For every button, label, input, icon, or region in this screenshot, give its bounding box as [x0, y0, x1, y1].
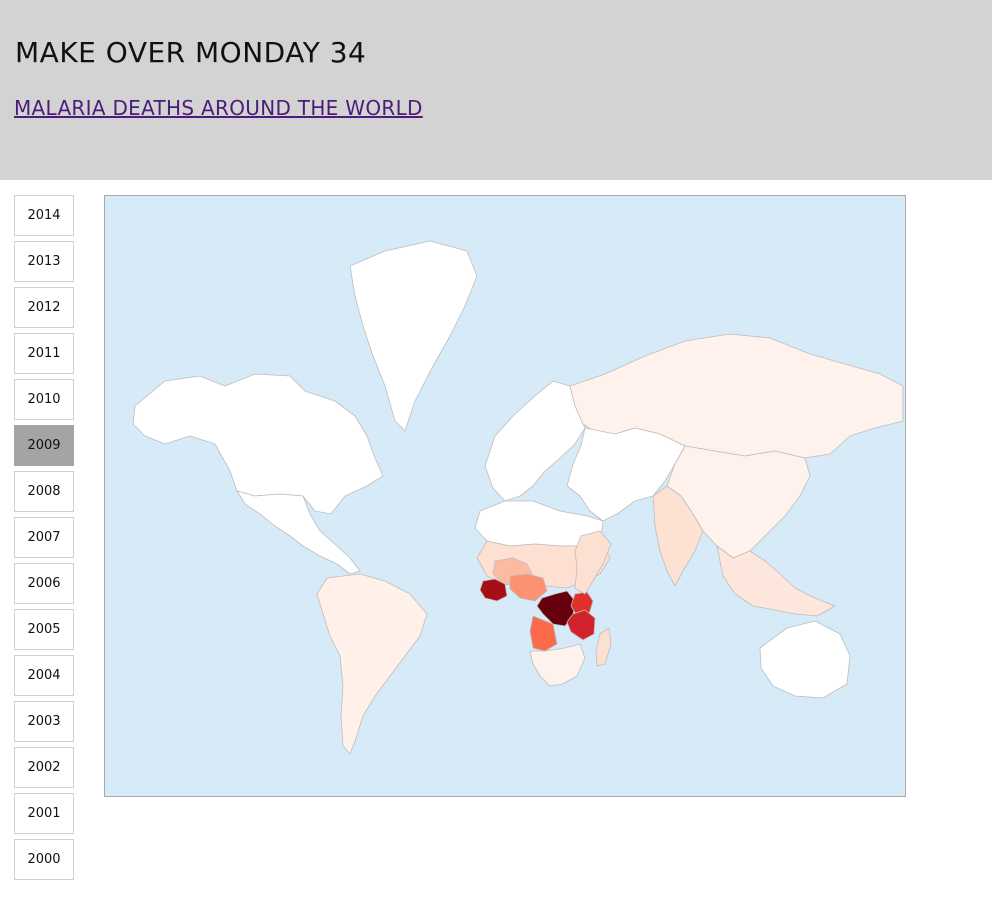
country-southeast-asia[interactable]	[716, 545, 836, 617]
country-australia[interactable]	[759, 620, 851, 699]
year-button-2009[interactable]: 2009	[14, 425, 74, 466]
year-button-2005[interactable]: 2005	[14, 609, 74, 650]
country-mexico-central-america[interactable]	[236, 490, 361, 575]
country-alaska-north-america[interactable]	[132, 373, 384, 515]
world-map-svg	[105, 196, 905, 796]
year-selector: 2014 2013 2012 2011 2010 2009 2008 2007 2006 2005…	[14, 195, 74, 885]
year-button-2003[interactable]: 2003	[14, 701, 74, 742]
page-title: MAKE OVER MONDAY 34	[15, 36, 367, 69]
country-nigeria[interactable]	[509, 573, 548, 602]
year-button-2000[interactable]: 2000	[14, 839, 74, 880]
year-button-2006[interactable]: 2006	[14, 563, 74, 604]
country-greenland[interactable]	[349, 240, 478, 432]
year-button-2002[interactable]: 2002	[14, 747, 74, 788]
country-madagascar[interactable]	[595, 627, 612, 667]
page-header: MAKE OVER MONDAY 34 MALARIA DEATHS AROUN…	[0, 0, 992, 180]
year-button-2008[interactable]: 2008	[14, 471, 74, 512]
country-india[interactable]	[652, 485, 704, 587]
year-button-2010[interactable]: 2010	[14, 379, 74, 420]
year-button-2007[interactable]: 2007	[14, 517, 74, 558]
country-east-africa[interactable]	[574, 530, 612, 595]
country-cote-d-ivoire-ghana[interactable]	[479, 578, 508, 602]
year-button-2014[interactable]: 2014	[14, 195, 74, 236]
country-europe[interactable]	[484, 380, 586, 502]
year-button-2013[interactable]: 2013	[14, 241, 74, 282]
country-south-america[interactable]	[316, 573, 428, 755]
year-button-2001[interactable]: 2001	[14, 793, 74, 834]
world-map	[104, 195, 906, 797]
country-middle-east-central-asia[interactable]	[566, 427, 686, 522]
dataset-link[interactable]: MALARIA DEATHS AROUND THE WORLD	[14, 96, 423, 120]
country-southern-africa[interactable]	[529, 643, 586, 687]
country-tanzania[interactable]	[566, 609, 596, 641]
year-button-2011[interactable]: 2011	[14, 333, 74, 374]
year-button-2012[interactable]: 2012	[14, 287, 74, 328]
year-button-2004[interactable]: 2004	[14, 655, 74, 696]
